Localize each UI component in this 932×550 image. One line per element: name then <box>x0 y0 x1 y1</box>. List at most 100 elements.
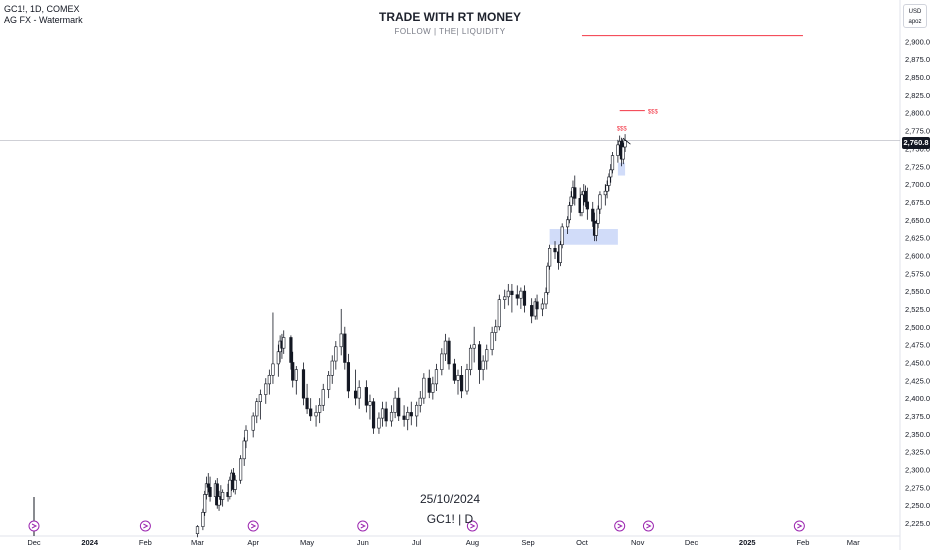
candle-body <box>510 290 514 295</box>
candle <box>314 405 318 427</box>
event-icon <box>139 520 151 532</box>
candle <box>515 285 519 306</box>
candle-body <box>301 369 306 399</box>
candle-body <box>558 244 563 263</box>
candle-body <box>452 363 457 381</box>
candle-body <box>459 375 464 392</box>
candle-body <box>321 389 325 406</box>
candle-body <box>591 208 595 222</box>
x-tick-label: Aug <box>466 538 479 547</box>
x-tick-label: Dec <box>27 538 41 547</box>
candle-body <box>565 219 570 228</box>
candle <box>459 366 464 399</box>
candle-body <box>598 194 602 210</box>
candle <box>434 363 439 392</box>
y-tick-label: 2,350.0 <box>905 430 930 439</box>
candle-body <box>415 404 419 417</box>
candle <box>490 326 494 356</box>
candle <box>610 151 615 174</box>
candle-body <box>371 401 376 429</box>
y-tick-label: 2,450.0 <box>905 358 930 367</box>
event-icon-circle <box>357 520 369 532</box>
candle <box>530 298 534 324</box>
candle <box>591 201 595 227</box>
candle <box>560 223 564 249</box>
event-icon-glyph <box>646 523 652 529</box>
y-tick-label: 2,400.0 <box>905 394 930 403</box>
candle <box>195 525 200 538</box>
candle-body <box>221 492 225 500</box>
candle <box>343 326 347 370</box>
candle <box>422 373 426 404</box>
x-tick-label: Mar <box>191 538 204 547</box>
candle-body <box>389 412 394 422</box>
candle <box>621 142 625 165</box>
candle <box>468 344 473 376</box>
x-tick-label: Nov <box>631 538 645 547</box>
candle <box>452 358 457 384</box>
candle <box>380 401 385 427</box>
candle <box>440 348 444 376</box>
candle <box>623 134 627 152</box>
watermark-symbol: GC1! | D <box>426 512 474 526</box>
candle <box>201 508 205 531</box>
candle-body <box>339 333 343 348</box>
candle <box>309 398 313 421</box>
candle-body <box>305 397 309 410</box>
watermark-title: TRADE WITH RT MONEY <box>379 10 521 24</box>
y-tick-label: 2,700.0 <box>905 180 930 189</box>
x-tick-label: Jul <box>412 538 422 547</box>
event-icon-circle <box>28 520 40 532</box>
y-tick-label: 2,325.0 <box>905 448 930 457</box>
candle-body <box>519 290 523 299</box>
candle <box>406 406 410 431</box>
candle <box>607 173 611 192</box>
candle-body <box>494 326 498 333</box>
candle-body <box>583 190 588 203</box>
candle <box>585 187 589 220</box>
candle <box>594 219 598 242</box>
candle-body <box>267 375 271 385</box>
candle <box>497 294 501 331</box>
candle-body <box>318 404 322 413</box>
candle <box>305 383 309 414</box>
candle-body <box>244 429 248 442</box>
candle-body <box>481 360 485 370</box>
candle <box>215 478 219 509</box>
candle-body <box>535 301 539 310</box>
candle-body <box>447 340 451 365</box>
candle <box>364 380 368 413</box>
candle-body <box>503 296 507 300</box>
candle <box>522 285 527 313</box>
candle-body <box>497 299 501 328</box>
x-tick-label: Mar <box>847 538 860 547</box>
candle-body <box>357 387 361 399</box>
event-icon-glyph <box>470 523 476 529</box>
candle <box>494 319 498 342</box>
candle <box>267 369 271 395</box>
candle-body <box>255 401 259 417</box>
candle-body <box>384 408 388 422</box>
x-tick-label: Feb <box>139 538 152 547</box>
candle <box>569 191 573 213</box>
candle <box>208 476 212 502</box>
candle <box>321 383 325 411</box>
watermark-date: 25/10/2024 <box>419 492 481 506</box>
candle-body <box>282 337 286 349</box>
y-tick-label: 2,625.0 <box>905 234 930 243</box>
candle-body <box>289 337 293 363</box>
x-tick-label: Jun <box>357 538 369 547</box>
liquidity-label: $$$ <box>648 110 659 116</box>
candle <box>318 398 322 424</box>
candle <box>506 283 510 306</box>
y-tick-label: 2,525.0 <box>905 305 930 314</box>
candle-body <box>594 223 598 236</box>
candle <box>553 241 557 260</box>
candle-body <box>251 415 255 431</box>
currency-button[interactable]: USD apoz <box>903 4 927 28</box>
event-icon <box>28 520 40 532</box>
candle <box>503 289 507 309</box>
candle-body <box>206 483 210 488</box>
x-tick-label: 2025 <box>739 538 756 547</box>
